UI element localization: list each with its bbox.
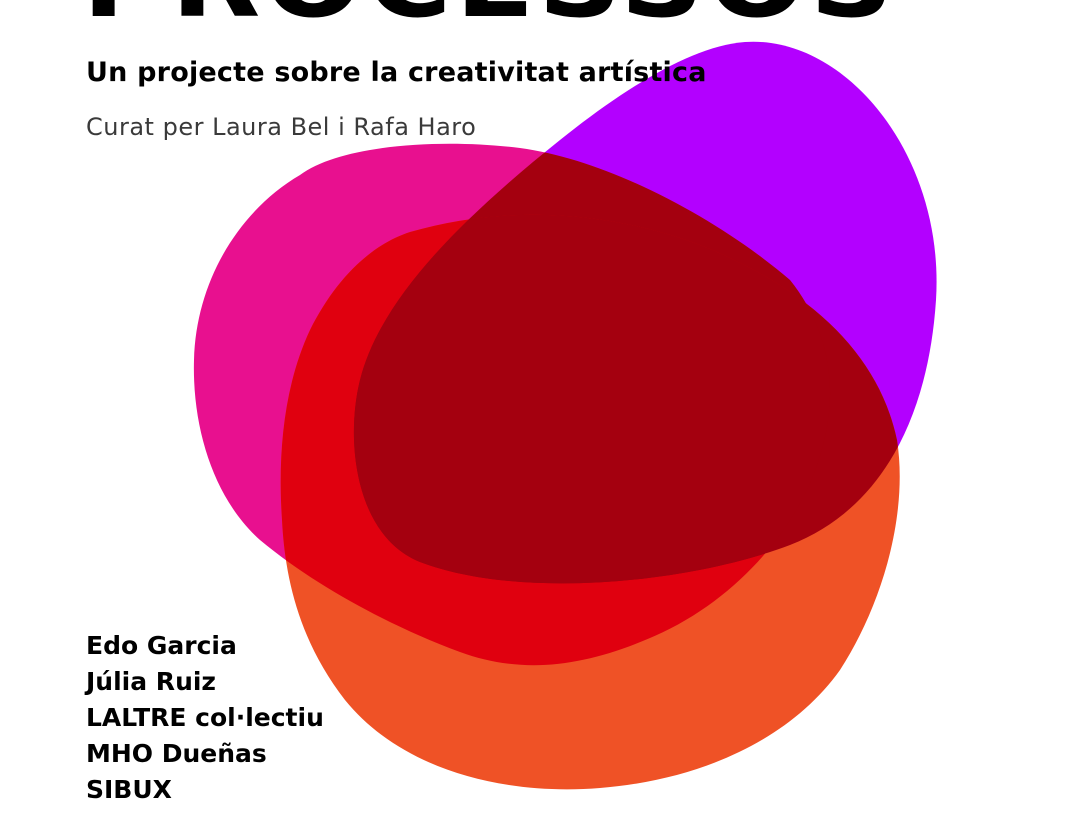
artist-list: Edo Garcia Júlia Ruiz LALTRE col·lectiu … xyxy=(86,628,324,808)
artist-name: SIBUX xyxy=(86,775,172,804)
artist-name: LALTRE col·lectiu xyxy=(86,703,324,732)
artist-name: MHO Dueñas xyxy=(86,739,267,768)
artist-name: Júlia Ruiz xyxy=(86,667,216,696)
artist-name: Edo Garcia xyxy=(86,631,237,660)
poster-title: PROCESSOS xyxy=(82,0,897,32)
curators-credit: Curat per Laura Bel i Rafa Haro xyxy=(86,113,477,141)
poster-subtitle: Un projecte sobre la creativitat artísti… xyxy=(86,57,707,88)
